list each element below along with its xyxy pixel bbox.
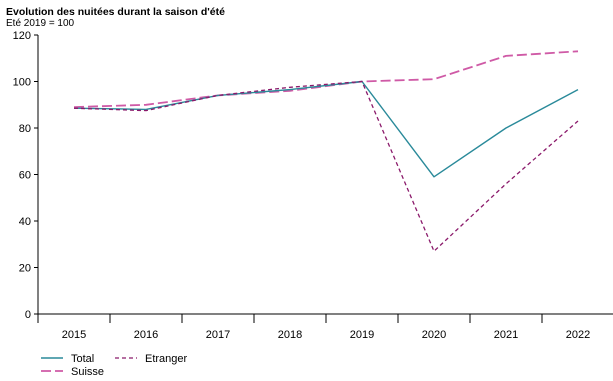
y-tick-label: 120 <box>13 30 31 42</box>
legend-label-total: Total <box>71 353 94 365</box>
x-tick-label: 2019 <box>350 329 374 341</box>
x-tick-label: 2022 <box>566 329 590 341</box>
y-axis: 0 20 40 60 80 100 120 <box>13 30 39 321</box>
legend: Total Etranger Suisse <box>41 353 188 378</box>
y-tick-label: 20 <box>19 263 31 275</box>
chart-subtitle: Eté 2019 = 100 <box>6 18 75 29</box>
series-line-etranger <box>73 80 579 252</box>
series-line-suisse <box>73 50 579 108</box>
x-tick-label: 2015 <box>62 329 86 341</box>
x-tick-label: 2020 <box>422 329 446 341</box>
y-tick-label: 60 <box>19 170 31 182</box>
x-axis: 2015 2016 2017 2018 2019 2020 2021 2022 <box>37 313 613 341</box>
x-tick-label: 2021 <box>494 329 518 341</box>
x-tick-label: 2018 <box>278 329 302 341</box>
y-tick-label: 40 <box>19 216 31 228</box>
legend-label-suisse: Suisse <box>71 366 104 378</box>
x-tick-label: 2016 <box>134 329 158 341</box>
y-tick-label: 80 <box>19 123 31 135</box>
legend-label-etranger: Etranger <box>145 353 188 365</box>
y-tick-label: 100 <box>13 77 31 89</box>
y-tick-label: 0 <box>25 309 31 321</box>
series-lines <box>73 50 579 252</box>
series-line-total <box>73 80 579 178</box>
chart-title: Evolution des nuitées durant la saison d… <box>6 6 225 18</box>
x-tick-label: 2017 <box>206 329 230 341</box>
